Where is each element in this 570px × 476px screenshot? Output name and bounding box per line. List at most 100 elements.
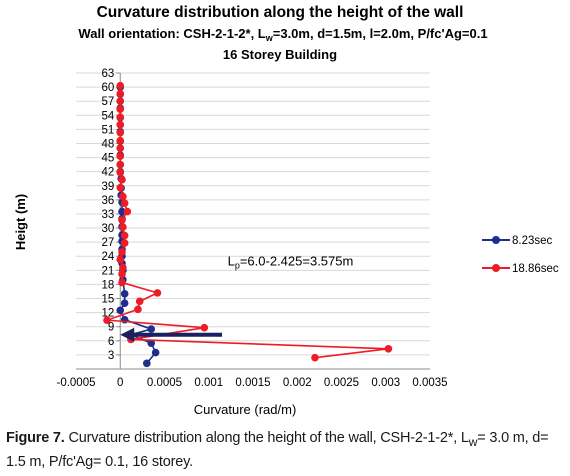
data-point bbox=[135, 297, 144, 306]
subtitle-prefix: Wall orientation: CSH-2-1-2*, L bbox=[78, 26, 265, 41]
caption-text-a: Curvature distribution along the height … bbox=[64, 430, 469, 446]
annotation-suffix: =6.0-2.425=3.575m bbox=[240, 254, 353, 269]
series-line bbox=[106, 85, 390, 359]
data-point bbox=[116, 144, 125, 152]
x-tick-label: 0.003 bbox=[371, 377, 400, 389]
data-point bbox=[116, 81, 125, 90]
x-tick-label: 0.0025 bbox=[324, 377, 359, 389]
y-tick-label: 60 bbox=[101, 82, 114, 94]
y-tick-label: 9 bbox=[108, 322, 114, 334]
subtitle-suffix: =3.0m, d=1.5m, l=2.0m, P/fc'Ag=0.1 bbox=[273, 26, 488, 41]
data-point bbox=[118, 216, 126, 224]
data-point bbox=[116, 306, 125, 315]
data-point bbox=[384, 344, 393, 353]
data-point bbox=[120, 299, 129, 308]
y-tick-label: 39 bbox=[101, 181, 114, 193]
legend-label: 8.23sec bbox=[512, 235, 553, 247]
x-tick-label: 0.0005 bbox=[147, 377, 182, 389]
figure-caption: Figure 7. Curvature distribution along t… bbox=[6, 428, 562, 472]
data-point bbox=[116, 113, 125, 121]
legend-swatch-marker bbox=[492, 236, 500, 244]
data-point bbox=[116, 152, 125, 160]
y-tick-label: 27 bbox=[101, 237, 114, 249]
y-tick-label: 3 bbox=[108, 350, 114, 362]
y-tick-label: 33 bbox=[101, 209, 114, 221]
caption-line-2: 1.5 m, P/fc'Ag= 0.1, 16 storey. bbox=[6, 453, 193, 470]
y-tick-label: 57 bbox=[101, 96, 114, 108]
data-point bbox=[200, 323, 209, 332]
y-axis-label: Heigt (m) bbox=[13, 194, 28, 250]
data-point bbox=[151, 348, 160, 357]
data-point bbox=[118, 175, 126, 184]
x-axis-label: Curvature (rad/m) bbox=[194, 402, 297, 417]
data-point bbox=[134, 305, 142, 314]
length-arrow bbox=[120, 327, 223, 342]
data-point bbox=[116, 183, 125, 192]
data-point bbox=[119, 223, 127, 231]
data-point bbox=[118, 207, 126, 216]
data-point bbox=[147, 339, 156, 347]
x-tick-label: 0.0035 bbox=[412, 377, 447, 389]
data-point bbox=[116, 160, 125, 169]
y-tick-label: 45 bbox=[101, 153, 114, 165]
y-tick-label: 18 bbox=[101, 279, 114, 291]
legend-label: 18.86sec bbox=[512, 263, 559, 275]
x-tick-label: 0 bbox=[117, 377, 123, 389]
data-point bbox=[120, 290, 129, 298]
y-tick-label: 12 bbox=[101, 308, 114, 320]
caption-lead: Figure 7. bbox=[6, 430, 65, 446]
y-tick-label: 21 bbox=[101, 265, 114, 277]
data-point bbox=[143, 359, 151, 368]
y-tick-label: 51 bbox=[101, 124, 114, 136]
caption-text-b: = 3.0 m, d= bbox=[477, 430, 549, 446]
data-point bbox=[120, 231, 129, 240]
y-tick-label: 63 bbox=[101, 68, 114, 80]
data-point bbox=[116, 89, 125, 98]
data-point bbox=[147, 325, 156, 333]
y-tick-label: 42 bbox=[101, 167, 114, 179]
annotation-prefix: L bbox=[228, 254, 235, 269]
data-point bbox=[123, 207, 132, 216]
legend: 8.23sec 18.86sec bbox=[482, 235, 559, 275]
data-point bbox=[116, 136, 125, 145]
annotation-subscript: p bbox=[235, 261, 240, 271]
data-point bbox=[118, 270, 126, 278]
data-point bbox=[120, 199, 129, 207]
y-tick-label: 54 bbox=[101, 110, 114, 122]
plastic-hinge-annotation: Lp=6.0-2.425=3.575m bbox=[228, 254, 354, 271]
data-point bbox=[116, 105, 125, 113]
chart-subtitle: Wall orientation: CSH-2-1-2*, Lw=3.0m, d… bbox=[78, 26, 487, 43]
x-tick-label: 0.0015 bbox=[235, 377, 270, 389]
y-tick-label: 30 bbox=[101, 223, 114, 235]
arrow-head bbox=[120, 327, 135, 342]
data-point bbox=[153, 289, 162, 297]
data-point bbox=[120, 239, 129, 247]
x-tick-label: 0.002 bbox=[283, 377, 312, 389]
data-point bbox=[116, 120, 125, 129]
y-tick-label: 36 bbox=[101, 195, 114, 207]
subtitle-subscript: w bbox=[265, 33, 274, 43]
data-point bbox=[116, 168, 125, 177]
data-point bbox=[118, 278, 126, 287]
plot-series bbox=[103, 81, 393, 368]
data-point bbox=[118, 248, 126, 256]
data-point bbox=[116, 97, 125, 105]
chart-subtitle-2: 16 Storey Building bbox=[223, 47, 337, 62]
x-tick-label: 0.001 bbox=[194, 377, 223, 389]
tick-labels: 369121518212427303336394245485154576063-… bbox=[56, 68, 447, 389]
data-point bbox=[116, 128, 125, 137]
x-tick-label: -0.0005 bbox=[56, 377, 95, 389]
y-tick-label: 24 bbox=[101, 251, 114, 263]
data-point bbox=[311, 353, 319, 362]
data-point bbox=[116, 255, 125, 264]
data-point bbox=[119, 263, 127, 272]
chart-title: Curvature distribution along the height … bbox=[97, 4, 464, 21]
gridlines bbox=[76, 72, 430, 356]
y-tick-label: 15 bbox=[101, 294, 114, 306]
data-point bbox=[119, 192, 127, 201]
y-tick-label: 6 bbox=[108, 336, 114, 348]
y-tick-label: 48 bbox=[101, 138, 114, 150]
axes bbox=[76, 72, 430, 370]
caption-subscript: w bbox=[468, 434, 478, 449]
data-point bbox=[103, 316, 111, 324]
